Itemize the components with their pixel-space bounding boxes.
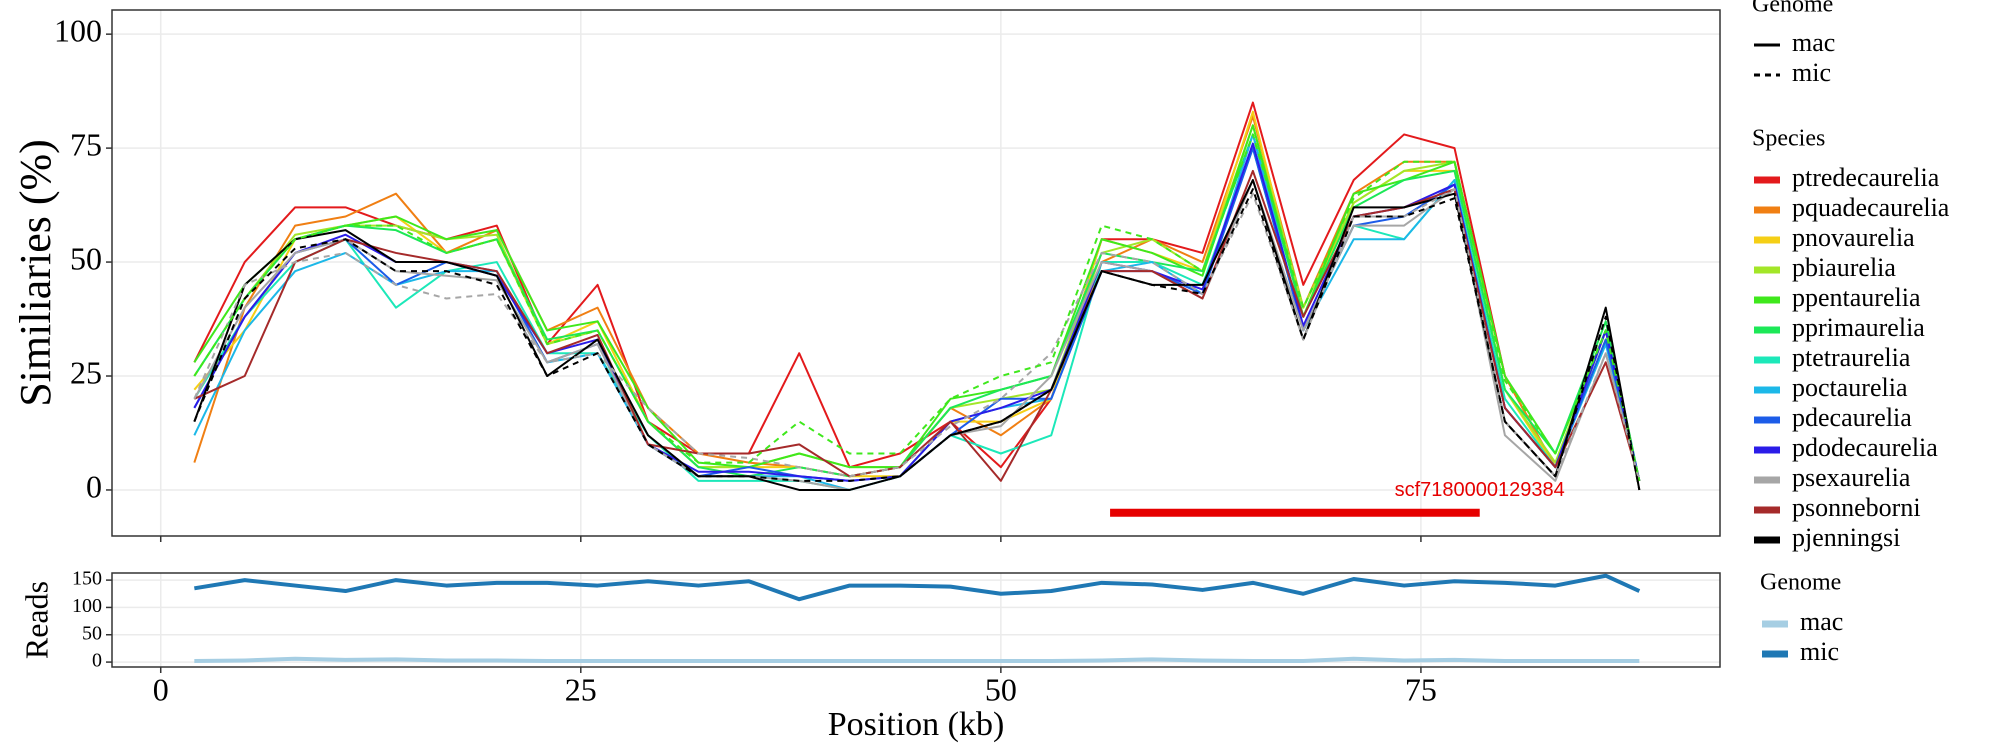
series-line xyxy=(193,188,1641,482)
legend-label: ppentaurelia xyxy=(1792,283,1921,312)
legend-title: Genome xyxy=(1752,0,1833,18)
y-axis-label: Reads xyxy=(18,581,54,659)
legend-label: mac xyxy=(1800,607,1843,636)
annotation-label: scf7180000129384 xyxy=(1395,479,1565,501)
x-axis-label: Position (kb) xyxy=(828,706,1005,743)
y-tick-label: 50 xyxy=(70,240,102,276)
plot-background xyxy=(112,573,1720,667)
legend-label: pnovaurelia xyxy=(1792,223,1915,252)
y-tick-label: 25 xyxy=(70,354,102,390)
x-tick-label: 75 xyxy=(1405,671,1437,707)
plot-border xyxy=(111,572,1721,668)
legend-label: poctaurelia xyxy=(1792,373,1908,402)
legend-label: psonneborni xyxy=(1792,493,1921,522)
series-line xyxy=(193,179,1641,491)
plot-border xyxy=(111,9,1721,537)
series-line xyxy=(194,573,1641,602)
legend-label: pjenningsi xyxy=(1792,523,1900,552)
legend-label: mic xyxy=(1800,637,1839,666)
x-tick-label: 25 xyxy=(565,671,597,707)
legend-title: Genome xyxy=(1760,570,1841,596)
y-tick-label: 150 xyxy=(72,568,102,590)
legend-label: psexaurelia xyxy=(1792,463,1911,492)
legend-label: pbiaurelia xyxy=(1792,253,1896,282)
y-tick-label: 100 xyxy=(72,595,102,617)
legend-label: ptetraurelia xyxy=(1792,343,1911,372)
y-tick-label: 0 xyxy=(86,468,102,504)
legend-label: mic xyxy=(1792,58,1831,87)
series-line xyxy=(193,124,1641,482)
x-tick-label: 50 xyxy=(985,671,1017,707)
legend-title: Species xyxy=(1752,126,1825,152)
legend-label: mac xyxy=(1792,28,1835,57)
y-tick-label: 50 xyxy=(82,622,102,644)
legend-label: pdodecaurelia xyxy=(1792,433,1938,462)
legend-label: pdecaurelia xyxy=(1792,403,1912,432)
y-tick-label: 75 xyxy=(70,126,102,162)
y-tick-label: 100 xyxy=(54,13,102,49)
legend-label: pprimaurelia xyxy=(1792,313,1925,342)
y-tick-label: 0 xyxy=(92,650,102,672)
series-line xyxy=(193,188,1641,491)
legend-label: pquadecaurelia xyxy=(1792,193,1950,222)
series-line xyxy=(193,133,1641,482)
legend-label: ptredecaurelia xyxy=(1792,163,1940,192)
y-axis-label: Similiaries (%) xyxy=(11,139,60,407)
x-tick-label: 0 xyxy=(153,671,169,707)
series-line xyxy=(194,656,1640,663)
